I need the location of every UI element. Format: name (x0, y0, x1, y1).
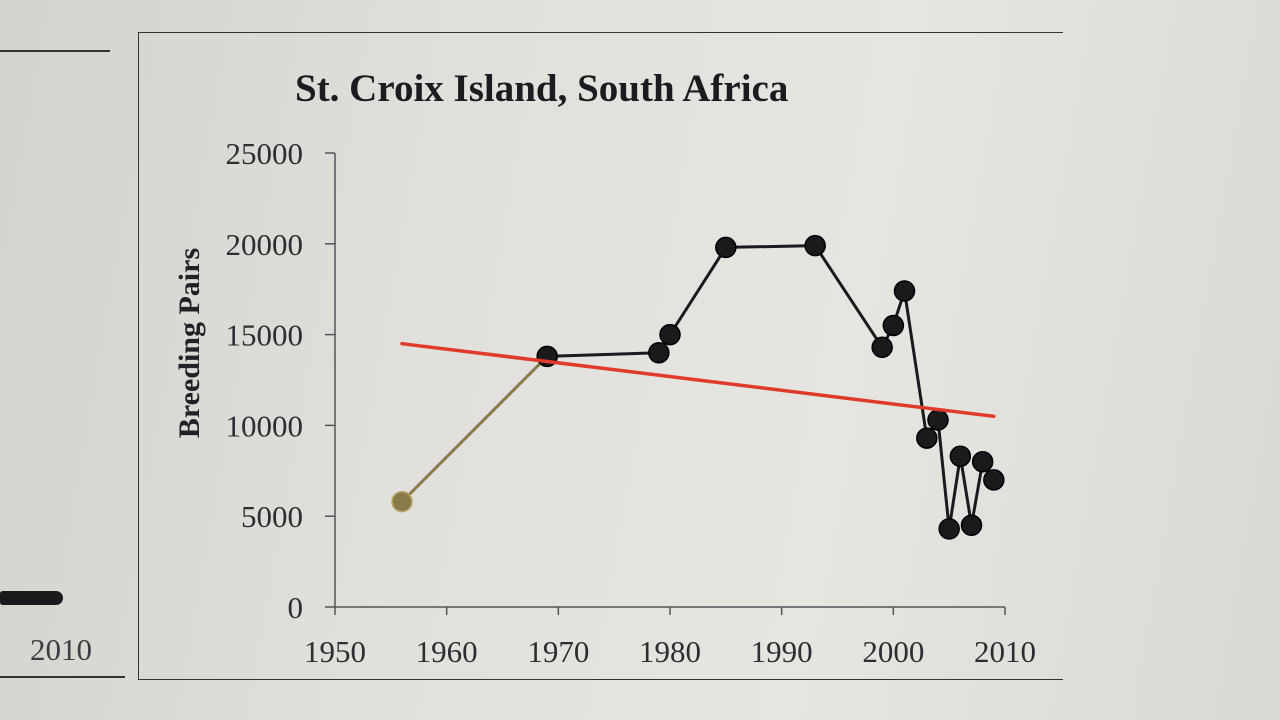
x-tick-label: 1970 (527, 634, 589, 669)
data-point (882, 314, 905, 337)
y-tick-label: 0 (288, 590, 304, 625)
data-point (893, 280, 916, 302)
y-tick-label: 25000 (226, 136, 304, 171)
y-tick-label: 15000 (226, 318, 304, 353)
y-tick-label: 10000 (226, 408, 304, 443)
data-point (983, 469, 1005, 491)
left-panel-line-fragment (0, 591, 63, 605)
trend-line (400, 341, 996, 419)
x-tick-label: 2010 (974, 634, 1036, 669)
chart-axes (334, 153, 1005, 608)
series-line (400, 355, 549, 503)
data-point (871, 336, 893, 359)
x-tick-label: 1950 (304, 634, 366, 669)
chart-ticks: 0 5000 10000 15000 20000 25000 1950 1960 1970 198… (226, 136, 1037, 669)
left-panel-x-tick-label: 2010 (30, 632, 92, 667)
data-point (949, 445, 972, 468)
x-tick-label: 1960 (416, 634, 478, 669)
data-point (715, 236, 737, 259)
data-point (971, 450, 994, 473)
x-tick-label: 1990 (751, 634, 813, 669)
data-point (648, 342, 670, 364)
data-point (391, 490, 413, 513)
data-point (659, 323, 681, 346)
data-point (938, 518, 960, 540)
x-tick-label: 1980 (639, 634, 701, 669)
x-tick-label: 2000 (862, 634, 924, 669)
data-point (916, 427, 938, 449)
chart-series (391, 234, 1005, 540)
data-point (804, 234, 826, 257)
data-point (960, 514, 983, 537)
left-panel-rule-top (0, 50, 110, 52)
y-tick-label: 5000 (241, 499, 303, 534)
y-tick-label: 20000 (226, 227, 304, 262)
data-point (927, 409, 949, 431)
figure-frame (138, 32, 1063, 680)
left-panel-rule-bottom (0, 676, 125, 678)
chart-title: St. Croix Island, South Africa (295, 67, 789, 110)
